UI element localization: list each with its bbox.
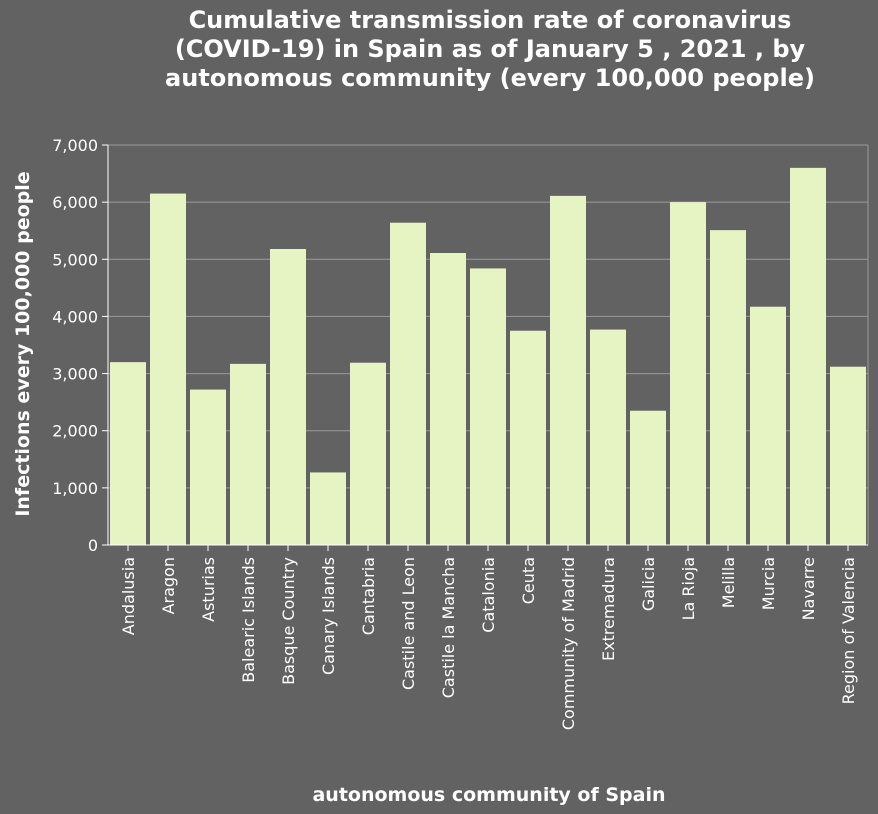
y-tick-label: 4,000	[52, 307, 98, 326]
x-tick-label: La Rioja	[679, 557, 698, 620]
y-tick-label: 3,000	[52, 365, 98, 384]
x-tick-label: Cantabria	[359, 557, 378, 635]
bar-community-of-madrid	[550, 195, 586, 545]
x-tick-label: Asturias	[199, 557, 218, 622]
x-tick-label: Ceuta	[519, 557, 538, 604]
bar-asturias	[190, 389, 226, 545]
x-tick-label: Aragon	[159, 557, 178, 614]
chart-title: Cumulative transmission rate of coronavi…	[165, 6, 815, 92]
x-tick-label: Balearic Islands	[239, 557, 258, 683]
bar-la-rioja	[670, 202, 706, 545]
x-tick-label: Canary Islands	[319, 557, 338, 675]
bar-castile-and-leon	[390, 222, 426, 545]
y-tick-label: 2,000	[52, 422, 98, 441]
bar-region-of-valencia	[830, 366, 866, 545]
bar-balearic-islands	[230, 363, 266, 545]
x-tick-label: Castile and Leon	[399, 557, 418, 690]
x-tick-label: Extremadura	[599, 557, 618, 661]
x-tick-label: Region of Valencia	[839, 557, 858, 704]
y-tick-labels: 0 1,000 2,000 3,000 4,000 5,000 6,000 7,000	[52, 136, 98, 555]
bar-castile-la-mancha	[430, 253, 466, 545]
y-tick-label: 6,000	[52, 193, 98, 212]
bar-cantabria	[350, 362, 386, 545]
y-tick-label: 7,000	[52, 136, 98, 155]
bar-melilla	[710, 230, 746, 545]
y-tick-label: 0	[88, 536, 98, 555]
x-tick-label: Galicia	[639, 557, 658, 611]
x-tick-label: Catalonia	[479, 557, 498, 633]
bar-extremadura	[590, 329, 626, 545]
x-tick-labels: Andalusia Aragon Asturias Balearic Islands B…	[119, 557, 858, 730]
y-tick-label: 5,000	[52, 250, 98, 269]
bar-basque-country	[270, 249, 306, 545]
bars	[110, 167, 866, 546]
bar-ceuta	[510, 330, 546, 545]
bar-canary-islands	[310, 472, 346, 545]
x-tick-label: Community of Madrid	[559, 557, 578, 730]
x-tick-label: Navarre	[799, 557, 818, 620]
bar-navarre	[790, 167, 826, 545]
x-tick-label: Basque Country	[279, 557, 298, 685]
x-axis-label: autonomous community of Spain	[312, 784, 665, 806]
x-tick-label: Castile la Mancha	[439, 557, 458, 698]
bar-aragon	[150, 193, 186, 546]
x-tick-label: Melilla	[719, 557, 738, 608]
x-tick-label: Murcia	[759, 557, 778, 610]
bar-murcia	[750, 306, 786, 545]
bar-andalusia	[110, 362, 146, 545]
y-axis-label: Infections every 100,000 people	[12, 171, 34, 516]
axes	[102, 144, 868, 551]
bar-galicia	[630, 410, 666, 545]
y-tick-label: 1,000	[52, 479, 98, 498]
x-tick-label: Andalusia	[119, 557, 138, 635]
bar-catalonia	[470, 268, 506, 545]
